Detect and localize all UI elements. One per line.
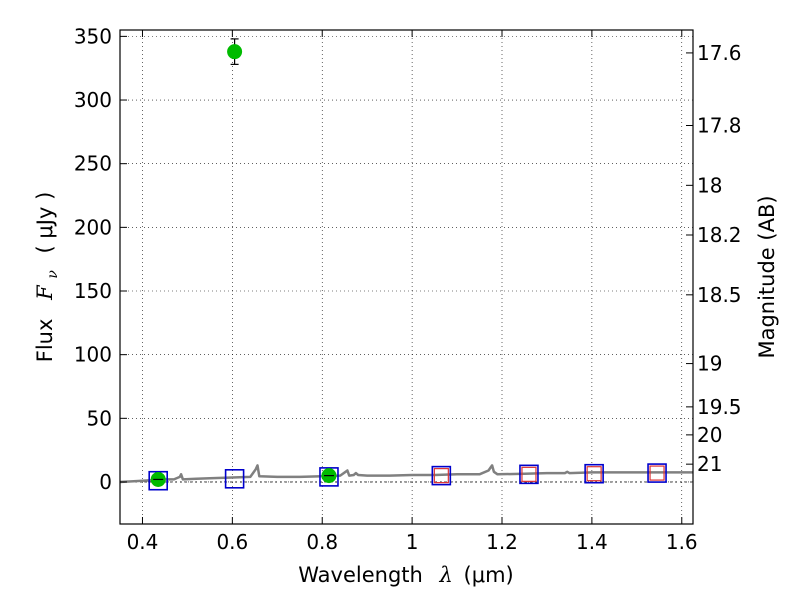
- x-axis-label-unit: (μm): [464, 563, 514, 587]
- x-tick-label: 1.4: [576, 530, 608, 554]
- x-tick-label: 0.6: [216, 530, 248, 554]
- model-point-square-red: [649, 465, 665, 481]
- plot-frame: [119, 29, 694, 525]
- model-point-square: [148, 470, 168, 491]
- y-tick-label: 250: [74, 152, 112, 176]
- y2-tick-label: 21: [697, 452, 722, 476]
- y-tick-label: 100: [74, 343, 112, 367]
- y-tick-label: 200: [74, 215, 112, 239]
- x-tick-label: 1.6: [666, 530, 698, 554]
- x-axis-label: Wavelength λ (μm): [298, 563, 513, 587]
- y2-tick-label: 18.5: [697, 283, 742, 307]
- y-tick-label: 50: [87, 406, 112, 430]
- model-point-square: [519, 464, 539, 485]
- x-tick-label: 0.4: [127, 530, 159, 554]
- x-axis-label-math: λ: [439, 563, 453, 587]
- y-axis-label-unit: ( μJy ): [33, 192, 57, 254]
- observed-point: [227, 44, 243, 60]
- y-axis-label-math-sub: ν: [45, 270, 61, 279]
- y2-tick-label: 19.5: [697, 395, 742, 419]
- model-point-square: [647, 463, 667, 483]
- y2-tick-label: 17.8: [697, 113, 742, 137]
- model-point-square-red: [521, 466, 537, 482]
- x-tick-label: 1: [406, 530, 419, 554]
- y-tick-label: 350: [74, 24, 112, 48]
- model-point-square: [224, 469, 245, 489]
- y-axis-label-text: Flux: [33, 319, 57, 363]
- x-tick-label: 0.8: [306, 530, 338, 554]
- y-tick-label: 300: [74, 88, 112, 112]
- y2-axis-label: Magnitude (AB): [755, 195, 779, 358]
- model-spectrum-line: [119, 464, 693, 484]
- grid: [120, 30, 693, 524]
- x-tick-label: 1.2: [486, 530, 518, 554]
- model-point-square: [584, 463, 604, 484]
- x-axis-label-text: Wavelength: [298, 563, 423, 587]
- model-point-square-red: [433, 468, 449, 484]
- model-point-square: [319, 467, 339, 487]
- y-axis-label-math: F: [33, 284, 57, 301]
- y-tick-label: 150: [74, 279, 112, 303]
- y2-tick-label: 18: [697, 173, 722, 197]
- y2-tick-label: 19: [697, 352, 722, 376]
- y-axis-label: Flux F ν ( μJy ): [33, 192, 62, 363]
- ticks: 0.4 0.6 0.8 1 1.2 1.4 1.6 0 50 100 150 200 250 300 350…: [74, 24, 742, 554]
- y-tick-label: 0: [99, 470, 112, 494]
- data-layer: [119, 38, 693, 491]
- y2-tick-label: 20: [697, 423, 722, 447]
- model-point-square-red: [586, 466, 602, 482]
- model-point-square: [431, 465, 452, 486]
- y2-tick-label: 18.2: [697, 223, 742, 247]
- y2-tick-label: 17.6: [697, 41, 742, 65]
